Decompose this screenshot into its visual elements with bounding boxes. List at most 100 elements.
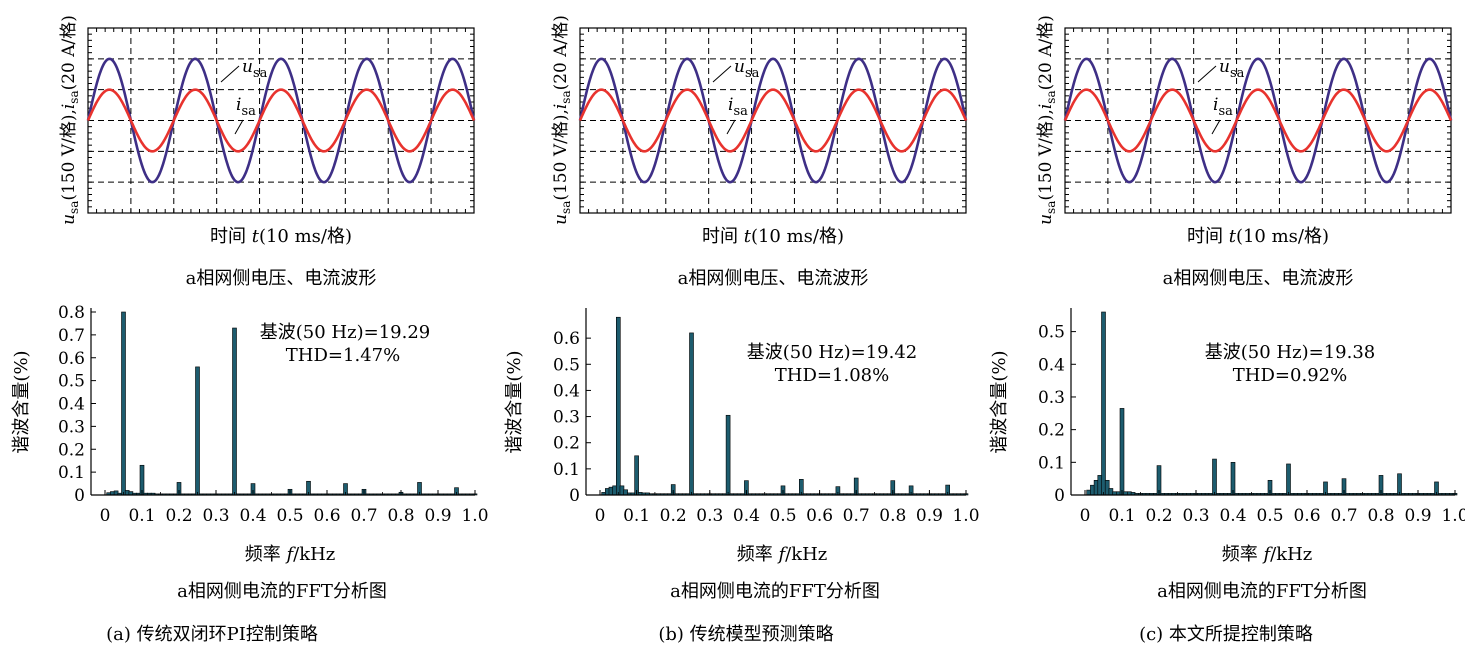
u-leader-b — [712, 65, 732, 83]
fft-bar — [689, 332, 694, 496]
fft-x-tick-label: 1.0 — [1441, 506, 1465, 526]
fft-y-tick-label: 0.2 — [553, 434, 580, 454]
fft-xlabel-a: 频率 f/kHz — [245, 544, 336, 565]
u-label-b: usa — [734, 57, 760, 81]
panel-label-c: (c) 本文所提控制策略 — [1139, 624, 1313, 645]
fft-bar — [113, 490, 119, 496]
fft-subtitle-b: THD=1.08% — [775, 365, 889, 386]
wave-ylabel-a: usa(150 V/格),isa(20 A/格) — [59, 15, 81, 225]
fft-bar — [725, 414, 731, 496]
fft-x-tick-label: 0.5 — [276, 506, 303, 526]
fft-ylabel-a: 谐波含量(%) — [11, 350, 32, 453]
fft-bar — [1212, 458, 1217, 496]
fft-y-tick-label: 0.5 — [1038, 323, 1065, 343]
i-label-b: isa — [728, 95, 748, 119]
fft-x-tick-label: 0.4 — [1219, 506, 1246, 526]
wave-grid-b — [580, 28, 966, 213]
wave-plot-a: usa isa usa(150 V/格),isa(20 A/格) 时间 t(10… — [59, 15, 476, 289]
fft-caption-b: a相网侧电流的FFT分析图 — [670, 581, 880, 602]
fft-x-tick-label: 0.2 — [165, 506, 192, 526]
fft-x-tick-label: 0.7 — [843, 506, 870, 526]
fft-bars-c — [1086, 311, 1458, 496]
fft-y-tick-label: 0.4 — [58, 395, 85, 415]
current-waveform-b — [578, 88, 968, 153]
fft-bar — [634, 455, 639, 496]
fft-x-tick-label: 0.1 — [128, 506, 155, 526]
fft-y-tick-label: 0 — [569, 486, 580, 506]
fft-x-tick-label: 0.8 — [1367, 506, 1394, 526]
u-label-a: usa — [242, 57, 268, 81]
wave-grid-a — [88, 28, 474, 213]
wave-grid-c — [1065, 28, 1451, 213]
fft-title-c: 基波(50 Hz)=19.38 — [1205, 342, 1375, 363]
fft-x-tick-label: 0.2 — [1145, 506, 1172, 526]
fft-x-tick-label: 0.4 — [733, 506, 760, 526]
fft-bar — [1286, 463, 1291, 496]
fft-x-tick-label: 0.6 — [313, 506, 340, 526]
fft-x-tick-label: 0.6 — [1293, 506, 1320, 526]
fft-bar — [1397, 473, 1402, 496]
current-waveform-a — [86, 88, 476, 153]
fft-y-tick-label: 0.7 — [58, 326, 85, 346]
voltage-waveform-a — [86, 57, 476, 184]
fft-x-tick-label: 0 — [595, 506, 606, 526]
fft-subtitle-a: THD=1.47% — [286, 345, 400, 366]
fft-y-tick-label: 0.1 — [553, 460, 580, 480]
fft-x-tick-label: 0.9 — [424, 506, 451, 526]
fft-y-tick-label: 0.3 — [58, 417, 85, 437]
fft-y-tick-label: 0.4 — [553, 381, 580, 401]
fft-caption-a: a相网侧电流的FFT分析图 — [177, 581, 387, 602]
fft-x-tick-label: 0 — [100, 506, 111, 526]
fft-x-tick-label: 0.5 — [769, 506, 796, 526]
wave-plot-b: usa isa usa(150 V/格),isa(20 A/格) 时间 t(10… — [551, 15, 968, 289]
fft-x-tick-label: 0.6 — [806, 506, 833, 526]
fft-x-tick-label: 0 — [1080, 506, 1091, 526]
fft-axes-b: 0 0.1 0.2 0.3 0.4 0.5 0.6 0 0.1 0.2 0.3 0.4 0.5 0.6 0.… — [553, 308, 980, 526]
fft-caption-c: a相网侧电流的FFT分析图 — [1157, 581, 1367, 602]
fft-y-tick-label: 0.4 — [1038, 355, 1065, 375]
fft-y-tick-label: 0.2 — [1038, 421, 1065, 441]
fft-bar — [1093, 479, 1099, 496]
panel-label-b: (b) 传统模型预测策略 — [658, 624, 833, 645]
u-leader-c — [1197, 65, 1217, 83]
fft-plot-b: 0 0.1 0.2 0.3 0.4 0.5 0.6 0 0.1 0.2 0.3 0.4 0.5 0.6 0.… — [504, 308, 980, 602]
fft-bar — [195, 366, 200, 496]
fft-bar — [1119, 408, 1125, 496]
fft-y-tick-label: 0.2 — [58, 440, 85, 460]
wave-caption-c: a相网侧电压、电流波形 — [1163, 268, 1354, 289]
wave-xlabel-c: 时间 t(10 ms/格) — [1187, 226, 1329, 247]
fft-bar — [124, 490, 130, 496]
fft-y-tick-label: 0.8 — [58, 303, 85, 323]
voltage-waveform-c — [1063, 57, 1453, 184]
fft-x-tick-label: 0.8 — [879, 506, 906, 526]
fft-y-tick-label: 0.1 — [58, 463, 85, 483]
fft-x-tick-label: 1.0 — [461, 506, 488, 526]
fft-axes-c: 0 0.1 0.2 0.3 0.4 0.5 0 0.1 0.2 0.3 0.4 0.5 0.6 0.7 0.… — [1038, 308, 1465, 526]
voltage-waveform-b — [578, 57, 968, 184]
panel-a: usa isa usa(150 V/格),isa(20 A/格) 时间 t(10… — [11, 15, 489, 645]
current-waveform-c — [1063, 88, 1453, 153]
u-label-c: usa — [1219, 57, 1245, 81]
u-leader-a — [220, 65, 240, 83]
fft-x-tick-label: 0.7 — [350, 506, 377, 526]
panel-c: usa isa usa(150 V/格),isa(20 A/格) 时间 t(10… — [989, 15, 1465, 645]
fft-x-tick-label: 0.3 — [202, 506, 229, 526]
fft-y-tick-label: 0.5 — [553, 355, 580, 375]
fft-title-a: 基波(50 Hz)=19.29 — [260, 322, 430, 343]
wave-ylabel-b: usa(150 V/格),isa(20 A/格) — [551, 15, 573, 225]
panel-b: usa isa usa(150 V/格),isa(20 A/格) 时间 t(10… — [504, 15, 980, 645]
fft-axes-a: 00.10.20.30.40.50.60.70.80 0.1 0.2 0.3 0.4 0.… — [58, 303, 489, 526]
fft-y-tick-label: 0.3 — [1038, 388, 1065, 408]
fft-x-tick-label: 0.9 — [1404, 506, 1431, 526]
fft-x-tick-label: 0.5 — [1256, 506, 1283, 526]
fft-subtitle-c: THD=0.92% — [1233, 365, 1347, 386]
fft-x-tick-label: 0.7 — [1330, 506, 1357, 526]
fft-bar — [232, 327, 237, 496]
fft-x-tick-label: 0.8 — [387, 506, 414, 526]
fft-x-tick-label: 0.9 — [916, 506, 943, 526]
fft-plot-a: 00.10.20.30.40.50.60.70.80 0.1 0.2 0.3 0.4 0.… — [11, 303, 489, 602]
fft-y-tick-label: 0.6 — [58, 349, 85, 369]
fft-y-tick-label: 0.5 — [58, 372, 85, 392]
fft-xlabel-c: 频率 f/kHz — [1222, 544, 1313, 565]
i-leader-c — [1211, 119, 1221, 135]
